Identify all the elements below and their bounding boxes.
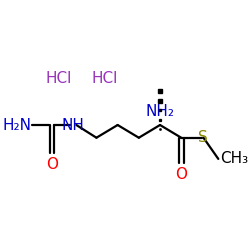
- Text: O: O: [46, 157, 58, 172]
- Text: NH₂: NH₂: [146, 104, 174, 119]
- Text: CH₃: CH₃: [220, 152, 248, 166]
- Text: H₂N: H₂N: [2, 118, 31, 132]
- Text: S: S: [198, 130, 207, 145]
- Text: NH: NH: [62, 118, 84, 132]
- Text: HCl: HCl: [45, 71, 72, 86]
- Text: O: O: [175, 168, 187, 182]
- Text: HCl: HCl: [92, 71, 118, 86]
